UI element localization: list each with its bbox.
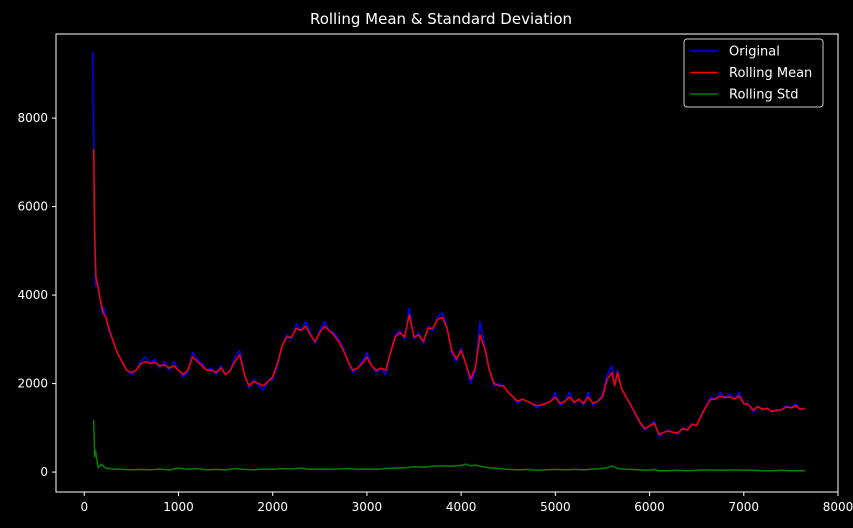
legend-label: Rolling Std: [729, 88, 798, 103]
series-layer: [91, 51, 806, 472]
legend-label: Original: [729, 45, 780, 60]
legend-box: [683, 38, 824, 108]
x-axis: 0 1000 2000 3000 4000 5000 6000 7000 8000: [80, 492, 853, 514]
x-tick-label: 0: [80, 500, 88, 514]
y-tick-label: 4000: [17, 288, 48, 302]
y-axis: 0 2000 4000 6000 8000: [17, 111, 56, 479]
y-tick-label: 8000: [17, 111, 48, 125]
chart-title: Rolling Mean & Standard Deviation: [310, 10, 572, 28]
y-tick-label: 2000: [17, 377, 48, 391]
x-tick-label: 2000: [257, 500, 288, 514]
x-tick-label: 4000: [446, 500, 477, 514]
x-tick-label: 6000: [634, 500, 665, 514]
y-tick-label: 6000: [17, 200, 48, 214]
x-tick-label: 8000: [823, 500, 853, 514]
series-line-rolling-std: [92, 419, 805, 472]
x-tick-label: 5000: [540, 500, 571, 514]
x-tick-label: 7000: [729, 500, 760, 514]
series-line-rolling-mean: [92, 149, 806, 436]
legend: Original Rolling Mean Rolling Std: [683, 38, 824, 108]
plot-area-frame: [55, 33, 839, 493]
legend-label: Rolling Mean: [729, 66, 812, 81]
y-tick-label: 0: [40, 465, 48, 479]
x-tick-label: 3000: [352, 500, 383, 514]
x-tick-label: 1000: [163, 500, 194, 514]
